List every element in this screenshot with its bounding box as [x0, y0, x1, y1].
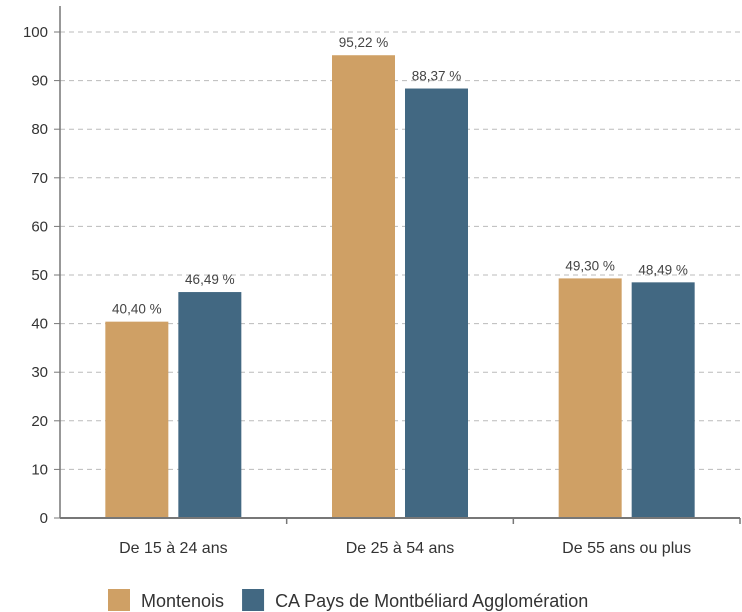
data-label: 46,49 % — [185, 272, 235, 287]
data-label: 40,40 % — [112, 302, 162, 317]
y-tick-label: 90 — [31, 73, 48, 90]
legend: Montenois CA Pays de Montbéliard Agglomér… — [108, 589, 588, 611]
y-tick-label: 80 — [31, 121, 48, 138]
y-axis-ticks: 0 10 20 30 40 50 60 70 80 90 100 — [23, 24, 60, 527]
legend-label: Montenois — [141, 591, 224, 611]
x-axis-categories: De 15 à 24 ans De 25 à 54 ans De 55 ans ou… — [119, 540, 691, 557]
y-tick-label: 70 — [31, 170, 48, 187]
data-label: 88,37 % — [412, 69, 462, 84]
data-label: 95,22 % — [339, 35, 389, 50]
data-label: 48,49 % — [638, 262, 688, 277]
x-category-label: De 25 à 54 ans — [346, 540, 455, 557]
legend-label: CA Pays de Montbéliard Agglomération — [275, 591, 588, 611]
bar — [105, 321, 169, 518]
y-tick-label: 20 — [31, 413, 48, 430]
y-tick-label: 10 — [31, 461, 48, 478]
legend-swatch — [108, 589, 130, 611]
y-tick-label: 100 — [23, 24, 48, 41]
axes — [59, 6, 741, 524]
bar — [558, 278, 622, 518]
y-tick-label: 60 — [31, 218, 48, 235]
bar — [631, 282, 695, 518]
legend-swatch — [242, 589, 265, 611]
x-category-label: De 55 ans ou plus — [562, 540, 691, 557]
y-tick-label: 30 — [31, 364, 48, 381]
data-label: 49,30 % — [565, 258, 615, 273]
bar — [332, 55, 395, 518]
bars — [105, 55, 695, 519]
bar — [178, 292, 242, 518]
y-tick-label: 0 — [40, 510, 48, 527]
y-tick-label: 40 — [31, 316, 48, 333]
x-category-label: De 15 à 24 ans — [119, 540, 228, 557]
y-tick-label: 50 — [31, 267, 48, 284]
data-labels: 40,40 % 46,49 % 95,22 % 88,37 % 49,30 % 48,49… — [112, 35, 688, 316]
bar — [405, 88, 468, 519]
